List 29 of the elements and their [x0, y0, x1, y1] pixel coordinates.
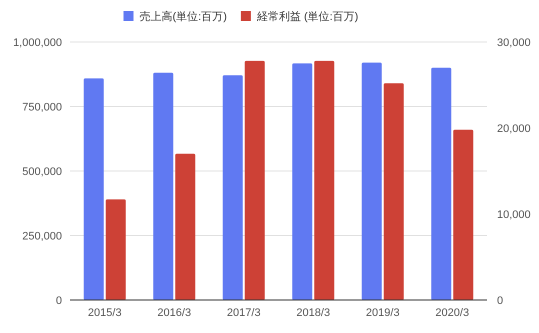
bar: [244, 60, 265, 300]
legend-label: 売上高(単位:百万): [140, 10, 227, 23]
y2-tick-label: 0: [497, 295, 504, 307]
bar: [453, 130, 474, 300]
bar: [384, 83, 404, 300]
x-tick-label: 2018/3: [296, 307, 330, 319]
y-tick-label: 250,000: [22, 230, 62, 242]
y-tick-label: 1,000,000: [13, 37, 62, 49]
bar: [222, 75, 243, 300]
x-tick-label: 2020/3: [435, 307, 470, 319]
x-tick-label: 2017/3: [226, 307, 261, 319]
y-tick-label: 750,000: [22, 102, 62, 114]
bar: [292, 63, 312, 300]
bar: [431, 68, 452, 300]
bar: [314, 60, 334, 300]
y2-tick-label: 10,000: [497, 209, 531, 221]
y2-tick-label: 30,000: [497, 37, 531, 49]
bar: [84, 78, 104, 300]
legend-label: 経常利益 (単位:百万): [256, 10, 358, 23]
y-tick-label: 0: [56, 295, 62, 307]
bar: [175, 154, 196, 300]
x-tick-label: 2019/3: [366, 307, 400, 319]
bar: [362, 62, 382, 300]
y-tick-label: 500,000: [22, 166, 62, 178]
bar: [106, 199, 126, 300]
y2-tick-label: 20,000: [497, 123, 531, 135]
x-tick-label: 2015/3: [88, 307, 122, 319]
x-tick-label: 2016/3: [157, 307, 192, 319]
bar: [153, 72, 174, 300]
